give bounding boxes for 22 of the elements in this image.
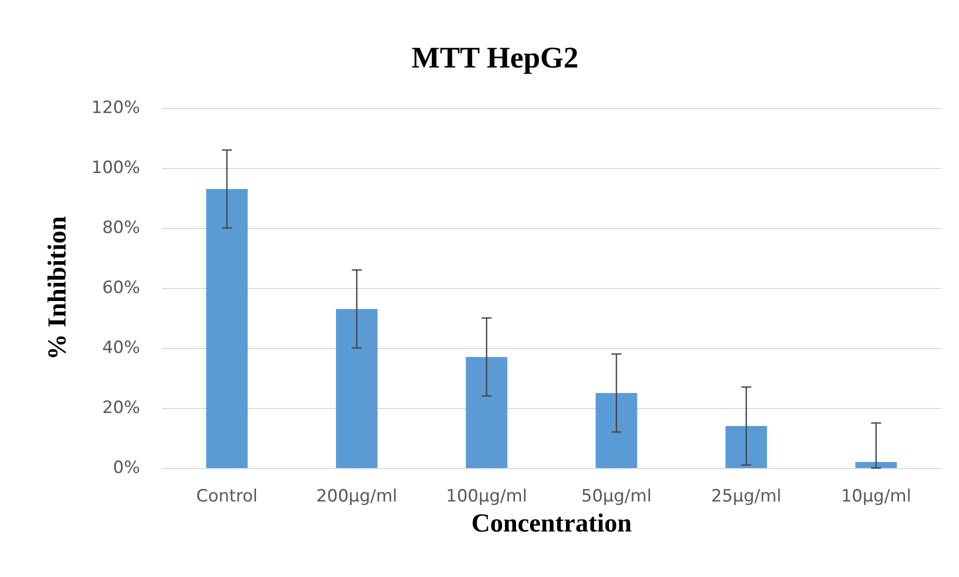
x-tick-label: Control xyxy=(196,486,258,506)
x-tick-label: 50µg/ml xyxy=(581,486,652,506)
bar xyxy=(206,189,248,468)
chart-title: MTT HepG2 xyxy=(412,42,578,74)
y-tick-label: 40% xyxy=(102,338,140,358)
x-tick-label: 25µg/ml xyxy=(711,486,782,506)
x-tick-label: 200µg/ml xyxy=(316,486,398,506)
y-axis-title: % Inhibition xyxy=(42,216,72,360)
bar xyxy=(336,309,378,468)
x-tick-label: 10µg/ml xyxy=(840,486,912,506)
y-tick-label: 100% xyxy=(91,158,140,178)
x-axis-title: Concentration xyxy=(471,508,632,538)
bar xyxy=(466,357,508,468)
y-tick-label: 0% xyxy=(113,458,140,478)
bar xyxy=(855,462,897,468)
bar xyxy=(725,426,768,468)
y-tick-label: 20% xyxy=(102,398,140,418)
y-tick-label: 120% xyxy=(91,98,140,118)
bar xyxy=(596,393,638,468)
y-tick-label: 60% xyxy=(102,278,140,298)
x-tick-label: 100µg/ml xyxy=(446,486,528,506)
y-tick-label: 80% xyxy=(102,218,140,238)
